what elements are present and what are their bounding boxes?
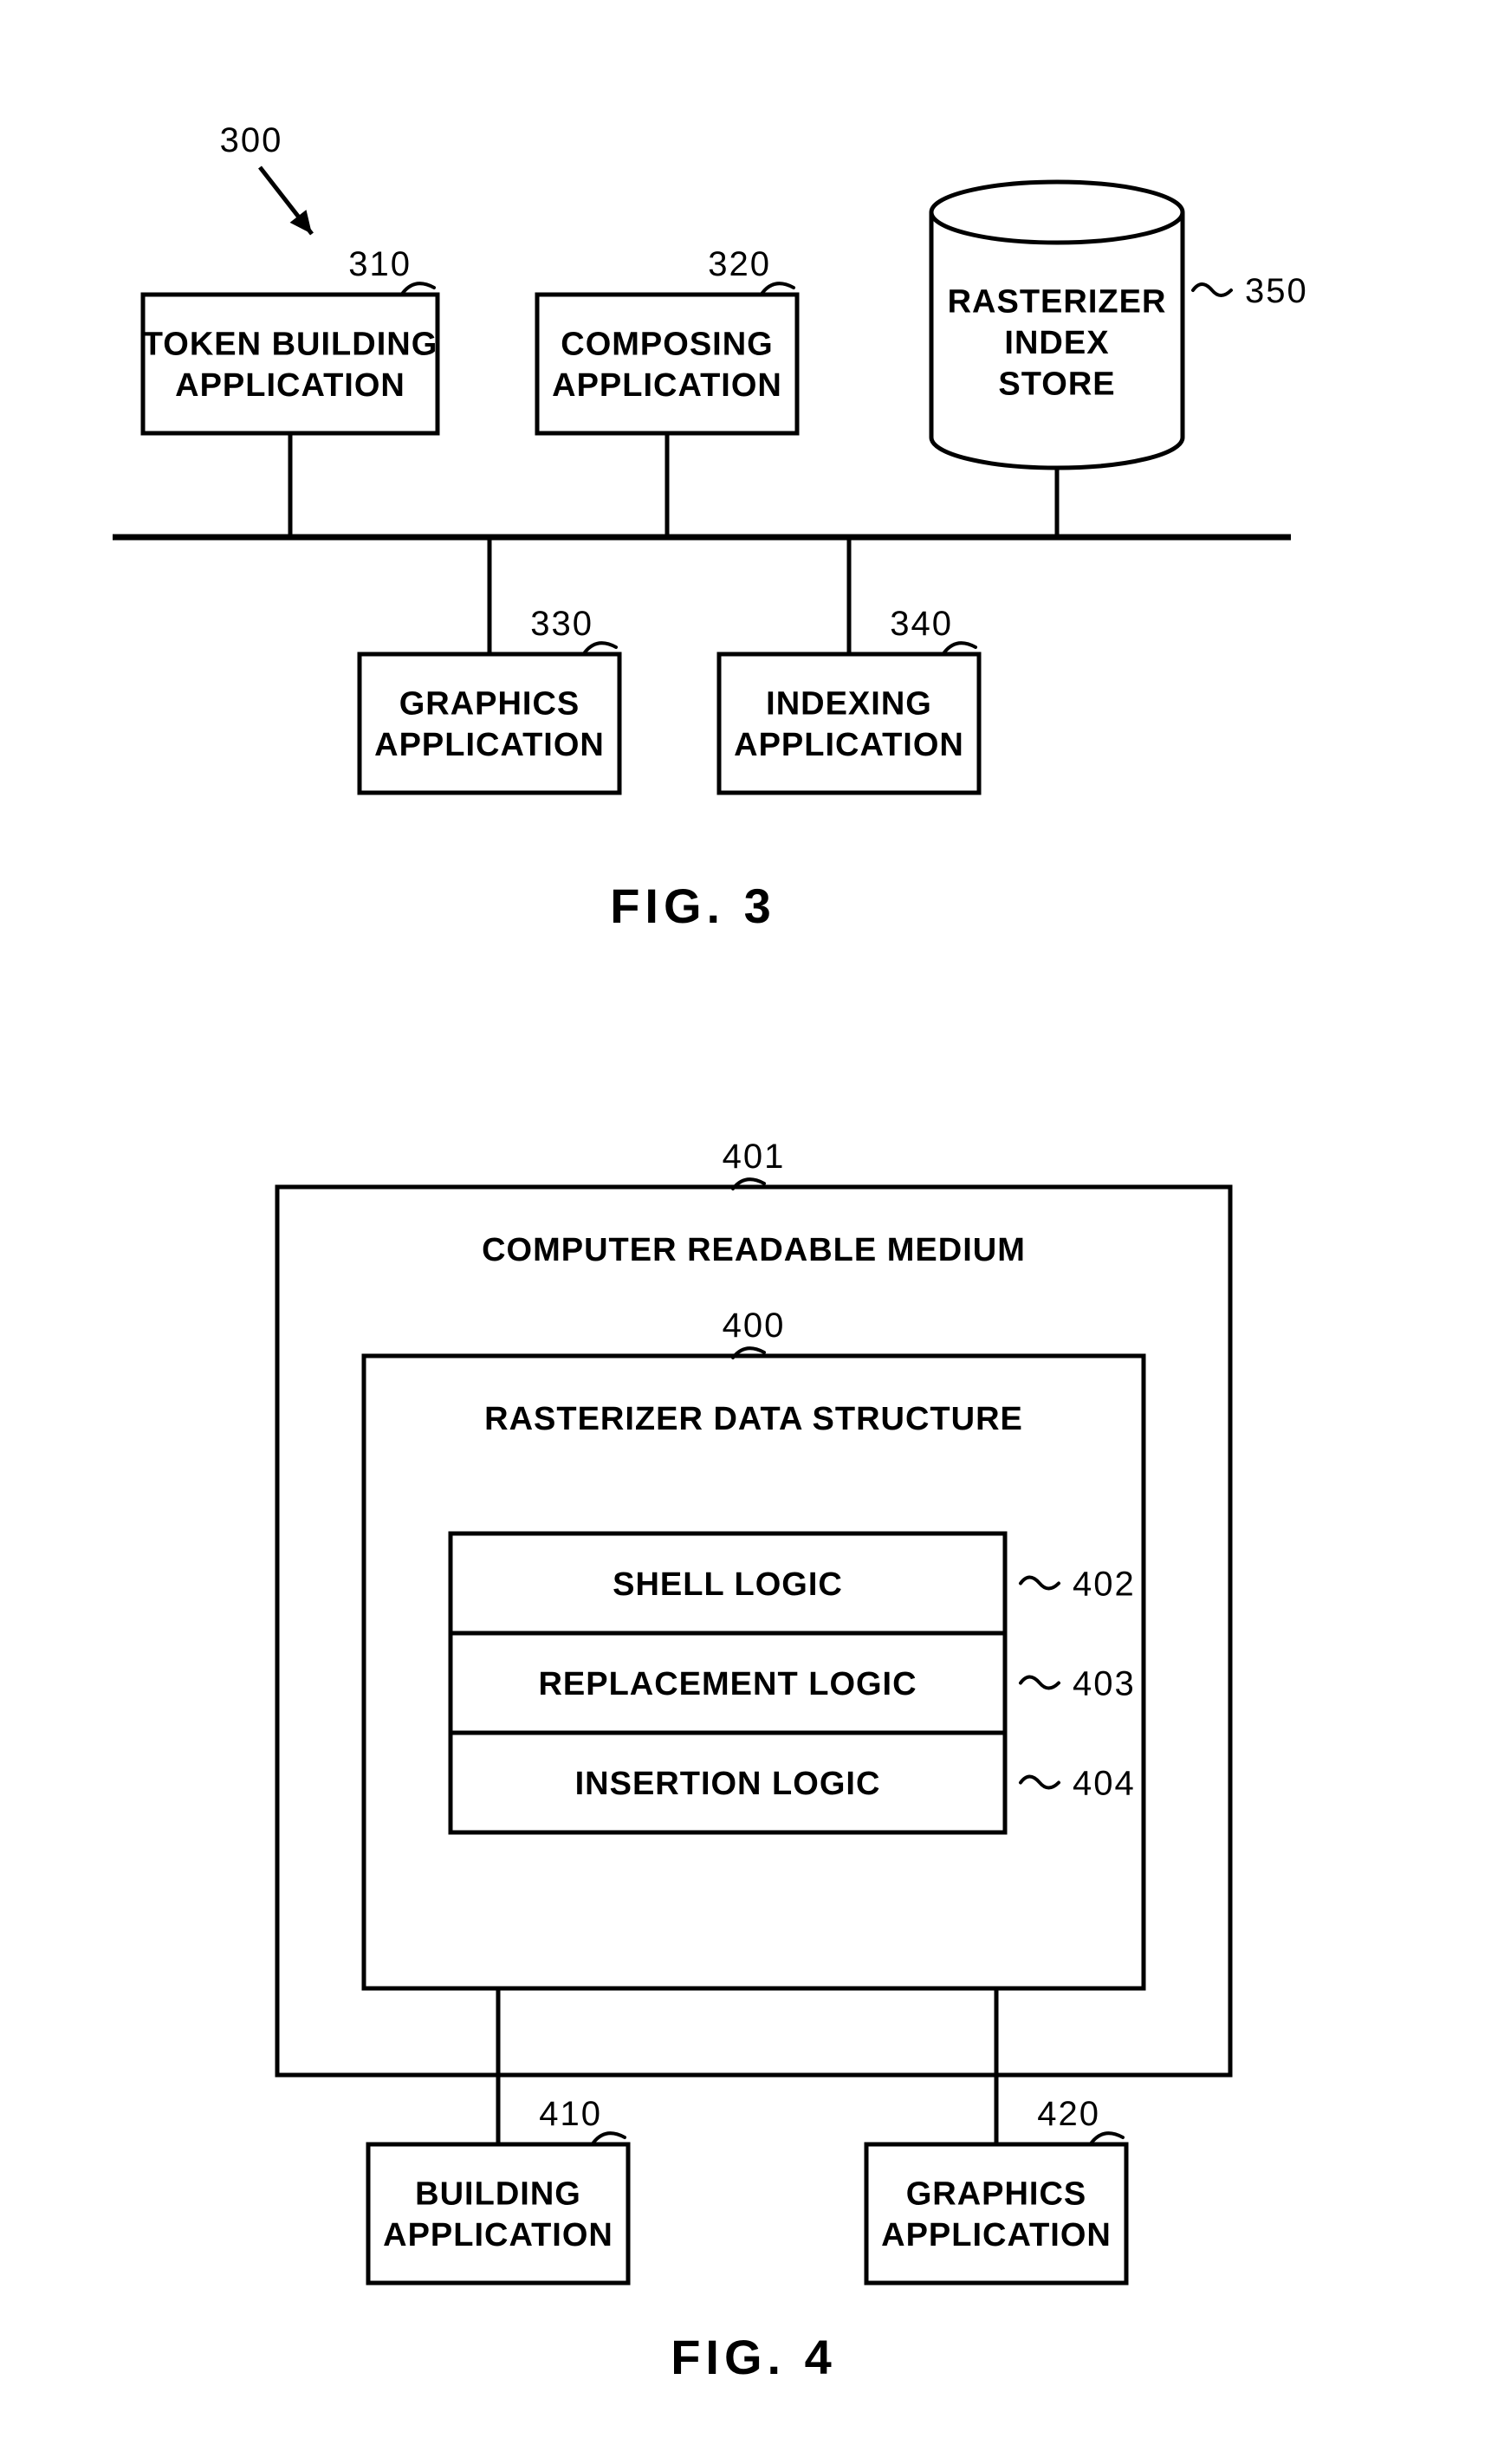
svg-text:310: 310	[348, 245, 412, 283]
svg-text:RASTERIZER DATA STRUCTURE: RASTERIZER DATA STRUCTURE	[484, 1401, 1023, 1437]
svg-text:401: 401	[723, 1138, 786, 1176]
svg-text:RASTERIZER: RASTERIZER	[948, 283, 1167, 320]
svg-text:402: 402	[1073, 1566, 1136, 1604]
svg-text:APPLICATION: APPLICATION	[383, 2217, 613, 2253]
svg-text:APPLICATION: APPLICATION	[881, 2217, 1112, 2253]
svg-text:403: 403	[1073, 1665, 1136, 1703]
svg-text:GRAPHICS: GRAPHICS	[906, 2176, 1087, 2213]
svg-text:TOKEN BUILDING: TOKEN BUILDING	[143, 327, 438, 363]
svg-text:APPLICATION: APPLICATION	[175, 367, 405, 404]
svg-text:420: 420	[1037, 2095, 1100, 2133]
svg-text:SHELL LOGIC: SHELL LOGIC	[613, 1566, 843, 1603]
svg-text:BUILDING: BUILDING	[415, 2176, 581, 2213]
svg-text:APPLICATION: APPLICATION	[734, 727, 964, 763]
svg-text:FIG. 3: FIG. 3	[610, 879, 776, 933]
svg-text:INDEXING: INDEXING	[766, 686, 932, 723]
svg-text:350: 350	[1245, 272, 1308, 310]
svg-text:330: 330	[530, 605, 593, 643]
svg-text:300: 300	[220, 121, 283, 159]
svg-text:340: 340	[890, 605, 953, 643]
svg-text:COMPOSING: COMPOSING	[561, 327, 773, 363]
svg-text:320: 320	[708, 245, 771, 283]
svg-text:400: 400	[723, 1307, 786, 1345]
svg-text:FIG. 4: FIG. 4	[671, 2330, 837, 2384]
svg-text:GRAPHICS: GRAPHICS	[399, 686, 580, 723]
svg-text:COMPUTER READABLE MEDIUM: COMPUTER READABLE MEDIUM	[482, 1232, 1026, 1268]
svg-text:404: 404	[1073, 1765, 1136, 1803]
svg-text:STORE: STORE	[998, 366, 1115, 402]
svg-text:APPLICATION: APPLICATION	[374, 727, 605, 763]
svg-text:REPLACEMENT LOGIC: REPLACEMENT LOGIC	[538, 1666, 917, 1702]
svg-text:INSERTION LOGIC: INSERTION LOGIC	[575, 1766, 881, 1802]
svg-text:INDEX: INDEX	[1004, 325, 1109, 361]
svg-text:APPLICATION: APPLICATION	[552, 367, 782, 404]
svg-text:410: 410	[539, 2095, 602, 2133]
